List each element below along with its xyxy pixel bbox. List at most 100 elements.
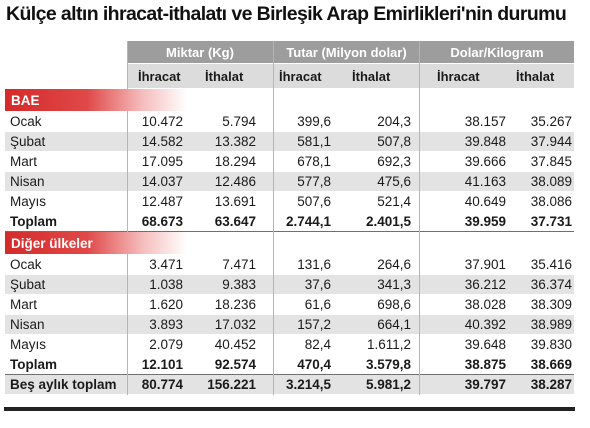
table-row: Şubat 14.582 13.382 581,1 507,8 39.848 37.944 <box>5 132 574 151</box>
row-label: Toplam <box>10 214 57 229</box>
table-cell: 18.294 <box>214 154 256 169</box>
table-cell: 36.374 <box>530 277 572 292</box>
row-label: Ocak <box>10 114 42 129</box>
row-label: Şubat <box>10 134 46 149</box>
row-label: Nisan <box>10 317 45 332</box>
table-row: Mayıs 12.487 13.691 507,6 521,4 40.649 38.086 <box>5 192 574 211</box>
table-cell: 68.673 <box>141 214 183 229</box>
section-header: BAE <box>5 89 187 111</box>
table-cell: 264,6 <box>377 257 411 272</box>
section-divider <box>5 231 574 232</box>
table-cell: 507,6 <box>297 194 331 209</box>
table-cell: 14.582 <box>141 134 183 149</box>
grand-total-row: Beş aylık toplam 80.774 156.221 3.214,5 5.98… <box>5 375 574 394</box>
table-cell: 37.944 <box>530 134 572 149</box>
table-cell: 92.574 <box>214 357 256 372</box>
table-row: Nisan 3.893 17.032 157,2 664,1 40.392 38.989 <box>5 315 574 334</box>
table-cell: 678,1 <box>297 154 331 169</box>
table-cell: 39.959 <box>464 214 506 229</box>
table-cell: 664,1 <box>377 317 411 332</box>
total-row: Toplam 12.101 92.574 470,4 3.579,8 38.875 38.6… <box>5 355 574 374</box>
table-cell: 39.830 <box>530 337 572 352</box>
table-cell: 204,3 <box>377 114 411 129</box>
table-cell: 7.471 <box>222 257 256 272</box>
section-header: Diğer ülkeler <box>5 232 187 254</box>
table-cell: 2.401,5 <box>365 214 411 229</box>
table-cell: 156.221 <box>207 377 256 392</box>
row-label: Mayıs <box>10 337 47 352</box>
table-cell: 36.212 <box>464 277 506 292</box>
column-separator <box>127 41 128 395</box>
total-row: Toplam 68.673 63.647 2.744,1 2.401,5 39.959 37… <box>5 212 574 231</box>
table-cell: 35.416 <box>530 257 572 272</box>
table-cell: 38.157 <box>464 114 506 129</box>
table-row: Ocak 3.471 7.471 131,6 264,6 37.901 35.416 <box>5 255 574 274</box>
table-cell: 3.471 <box>149 257 183 272</box>
table-cell: 698,6 <box>377 297 411 312</box>
table-cell: 470,4 <box>297 357 331 372</box>
table-cell: 39.797 <box>464 377 506 392</box>
subheader-label: İthalat <box>516 68 555 84</box>
column-group-header: Dolar/Kilogram <box>420 41 574 63</box>
column-separator <box>419 41 420 395</box>
table-row: Şubat 1.038 9.383 37,6 341,3 36.212 36.374 <box>5 275 574 294</box>
table-cell: 61,6 <box>304 297 331 312</box>
row-label: Ocak <box>10 257 42 272</box>
table-cell: 475,6 <box>377 174 411 189</box>
table-row: Mart 1.620 18.236 61,6 698,6 38.028 38.309 <box>5 295 574 314</box>
table-cell: 5.981,2 <box>365 377 411 392</box>
section-divider <box>5 374 574 375</box>
table-cell: 692,3 <box>377 154 411 169</box>
table-cell: 17.095 <box>141 154 183 169</box>
table-title: Külçe altın ihracat-ithalatı ve Birleşik… <box>6 3 567 25</box>
column-group-header: Tutar (Milyon dolar) <box>274 41 419 63</box>
row-label: Mart <box>10 297 37 312</box>
table-row: Mart 17.095 18.294 678,1 692,3 39.666 37.845 <box>5 152 574 171</box>
table-cell: 38.669 <box>530 357 572 372</box>
row-label: Mayıs <box>10 194 47 209</box>
table-cell: 40.649 <box>464 194 506 209</box>
table-cell: 82,4 <box>304 337 331 352</box>
table-cell: 40.452 <box>214 337 256 352</box>
table-cell: 41.163 <box>464 174 506 189</box>
row-label: Toplam <box>10 357 57 372</box>
table-cell: 131,6 <box>297 257 331 272</box>
table-cell: 12.487 <box>141 194 183 209</box>
table-cell: 37.901 <box>464 257 506 272</box>
table-cell: 3.579,8 <box>365 357 411 372</box>
table-cell: 3.214,5 <box>285 377 331 392</box>
table-cell: 38.028 <box>464 297 506 312</box>
table-cell: 341,3 <box>377 277 411 292</box>
table-cell: 1.038 <box>149 277 183 292</box>
table-row: Nisan 14.037 12.486 577,8 475,6 41.163 38.089 <box>5 172 574 191</box>
table-cell: 13.382 <box>214 134 256 149</box>
table-row: Ocak 10.472 5.794 399,6 204,3 38.157 35.267 <box>5 112 574 131</box>
table-cell: 37.731 <box>530 214 572 229</box>
subheader-label: İhracat <box>279 68 322 84</box>
table-cell: 18.236 <box>214 297 256 312</box>
table-cell: 5.794 <box>222 114 256 129</box>
table-cell: 37.845 <box>530 154 572 169</box>
table-cell: 39.848 <box>464 134 506 149</box>
table-cell: 38.089 <box>530 174 572 189</box>
table-cell: 17.032 <box>214 317 256 332</box>
subheader-label: İhracat <box>138 68 181 84</box>
table-cell: 3.893 <box>149 317 183 332</box>
column-separator <box>273 41 274 395</box>
table-cell: 399,6 <box>297 114 331 129</box>
table-cell: 38.989 <box>530 317 572 332</box>
table-cell: 38.086 <box>530 194 572 209</box>
table-cell: 38.309 <box>530 297 572 312</box>
table-cell: 37,6 <box>304 277 331 292</box>
row-label: Şubat <box>10 277 46 292</box>
bottom-rule <box>4 407 575 411</box>
table-row: Mayıs 2.079 40.452 82,4 1.611,2 39.648 39.830 <box>5 335 574 354</box>
table-cell: 2.079 <box>149 337 183 352</box>
table-cell: 35.267 <box>530 114 572 129</box>
table-cell: 80.774 <box>141 377 183 392</box>
table-cell: 39.648 <box>464 337 506 352</box>
row-label: Nisan <box>10 174 45 189</box>
table-cell: 12.486 <box>214 174 256 189</box>
column-group-header: Miktar (Kg) <box>127 41 273 63</box>
table-cell: 1.611,2 <box>366 337 411 352</box>
